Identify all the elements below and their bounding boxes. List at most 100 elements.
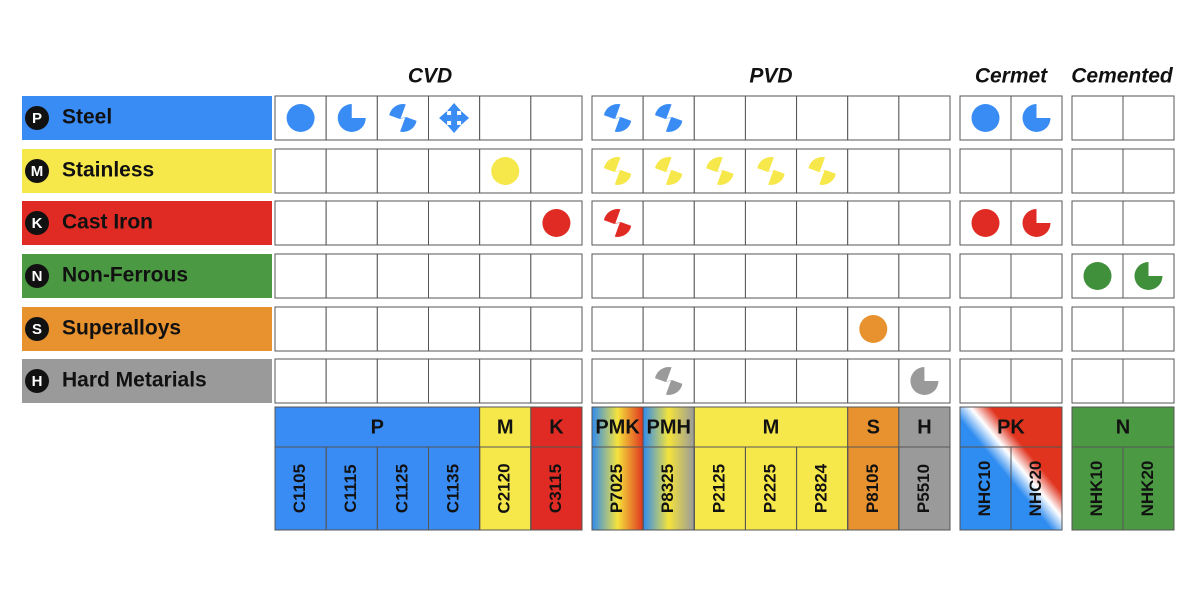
material-letter: N (32, 268, 43, 285)
icon-swirl-cut (704, 167, 723, 186)
grade-code: NHK10 (1087, 461, 1106, 517)
material-name: Non-Ferrous (62, 264, 188, 287)
icon-swirl-cut (653, 167, 671, 186)
grid-cell (744, 200, 798, 246)
grade-cell (1122, 446, 1175, 531)
material-name: Superalloys (62, 317, 181, 340)
family-label: P (371, 416, 384, 438)
icon-swirl-cut (400, 103, 419, 122)
grid-cell (796, 200, 849, 246)
grid-cell (796, 306, 849, 352)
family-label: N (1116, 416, 1130, 438)
icon-swirl-cut (615, 208, 633, 227)
grade-code: P8325 (658, 464, 677, 513)
grade-block (591, 446, 644, 531)
grid-cell (959, 148, 1012, 194)
grid-cell (847, 358, 900, 404)
grade-code: NHK20 (1138, 461, 1157, 517)
grid-cell (325, 200, 378, 246)
icon-partial (1134, 262, 1163, 290)
grid-cell (693, 306, 746, 352)
grade-block (898, 446, 951, 531)
icon-swirl-cut (806, 167, 825, 186)
grid-cell (744, 95, 798, 141)
material-badge (25, 369, 49, 393)
icon-full (1083, 262, 1112, 290)
material-label-bg (22, 359, 272, 403)
grid-cell (325, 95, 378, 141)
icon-full (286, 104, 315, 132)
grid-cell (274, 358, 327, 404)
material-label-bg (22, 149, 272, 193)
material-label-bg (22, 201, 272, 245)
grid-cell (898, 306, 951, 352)
grid-cell (428, 358, 481, 404)
icon-swirl-cut (666, 103, 685, 122)
material-letter: K (32, 215, 43, 232)
family-cell (1071, 406, 1175, 448)
grid-cell (325, 306, 378, 352)
icon-arrow (457, 110, 470, 125)
icon-swirl-cut (819, 156, 838, 175)
grid-cell (376, 358, 430, 404)
grid-cell (479, 358, 532, 404)
grid-cell (530, 95, 583, 141)
icon-partial (1022, 104, 1051, 132)
grid-cell (847, 253, 900, 299)
icon-swirl-cut (653, 377, 671, 396)
icon-partial (337, 104, 366, 132)
grid-cell (1122, 200, 1175, 246)
grid-cell (376, 253, 430, 299)
grade-code: P2225 (760, 464, 779, 513)
family-cell (274, 406, 481, 448)
family-cell (642, 406, 695, 448)
family-cell (898, 406, 951, 448)
family-cell (693, 406, 849, 448)
material-letter: S (32, 321, 42, 338)
family-label: S (867, 416, 880, 438)
grid-cell (530, 306, 583, 352)
family-label: PK (997, 416, 1025, 438)
icon-full (491, 157, 520, 185)
grade-code: P7025 (607, 464, 626, 513)
grade-code: C2120 (495, 463, 514, 513)
group-heading: Cermet (975, 65, 1048, 88)
material-letter: P (32, 110, 42, 127)
icon-full (859, 315, 888, 343)
grade-block (847, 446, 900, 531)
grid-cell (898, 253, 951, 299)
material-badge (25, 211, 49, 235)
material-badge (25, 264, 49, 288)
icon-swirl-cut (768, 156, 787, 175)
icon-partial (1022, 209, 1051, 237)
family-label: K (549, 416, 564, 438)
grid-cell (1010, 148, 1063, 194)
grid-cell (642, 306, 695, 352)
grid-cell (642, 253, 695, 299)
grid-cell (1122, 306, 1175, 352)
material-label-bg (22, 307, 272, 351)
grid-cell (376, 306, 430, 352)
grid-cell (847, 200, 900, 246)
grid-cell (428, 148, 481, 194)
grade-code: C1115 (341, 464, 360, 512)
material-name: Cast Iron (62, 211, 153, 234)
grid-cell (274, 306, 327, 352)
material-name: Hard Metarials (62, 369, 207, 392)
grid-cell (479, 200, 532, 246)
grid-cell (1122, 95, 1175, 141)
grid-cell (274, 200, 327, 246)
icon-swirl-cut (387, 114, 406, 133)
family-label: M (497, 416, 514, 438)
icon-swirl-cut (615, 103, 633, 122)
icon-center (451, 115, 458, 121)
grade-code: P5510 (914, 464, 933, 513)
material-letter: M (31, 163, 44, 180)
grid-cell (744, 253, 798, 299)
icon-full (971, 104, 1000, 132)
icon-arrow (447, 121, 462, 133)
grade-code: C1135 (444, 464, 463, 513)
material-label-bg (22, 254, 272, 298)
grid-cell (479, 95, 532, 141)
grid-cell (898, 95, 951, 141)
